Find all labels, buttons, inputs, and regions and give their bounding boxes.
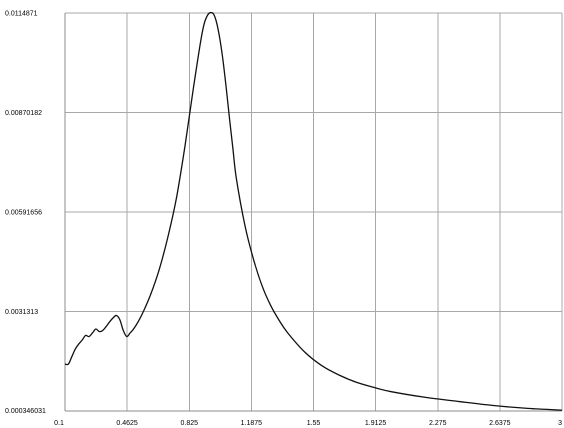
y-tick-label: 0.0114871 [5,11,38,18]
x-tick-label: 3 [558,420,562,427]
y-tick-label: 0.0031313 [5,309,38,316]
y-tick-label: 0.000346031 [5,408,46,415]
y-tick-label: 0.00870182 [5,110,42,117]
x-tick-label: 1.9125 [365,420,387,427]
x-tick-label: 1.55 [307,420,321,427]
x-tick-label: 2.6375 [489,420,511,427]
x-tick-label: 1.1875 [241,420,263,427]
y-axis-tick-labels: 0.000346031 0.0031313 0.00591656 0.00870182… [5,11,46,416]
grid-lines [64,12,563,412]
x-tick-label: 0.825 [180,420,198,427]
x-tick-label: 0.4625 [116,420,138,427]
x-axis-tick-labels: 0.1 0.4625 0.825 1.1875 1.55 1.9125 2.275 2.637… [54,420,562,427]
x-tick-label: 2.275 [429,420,447,427]
plot-frame [64,13,562,412]
y-tick-label: 0.00591656 [5,210,42,217]
series-layer [64,11,563,411]
series-line-0 [64,11,563,411]
x-tick-label: 0.1 [54,420,64,427]
